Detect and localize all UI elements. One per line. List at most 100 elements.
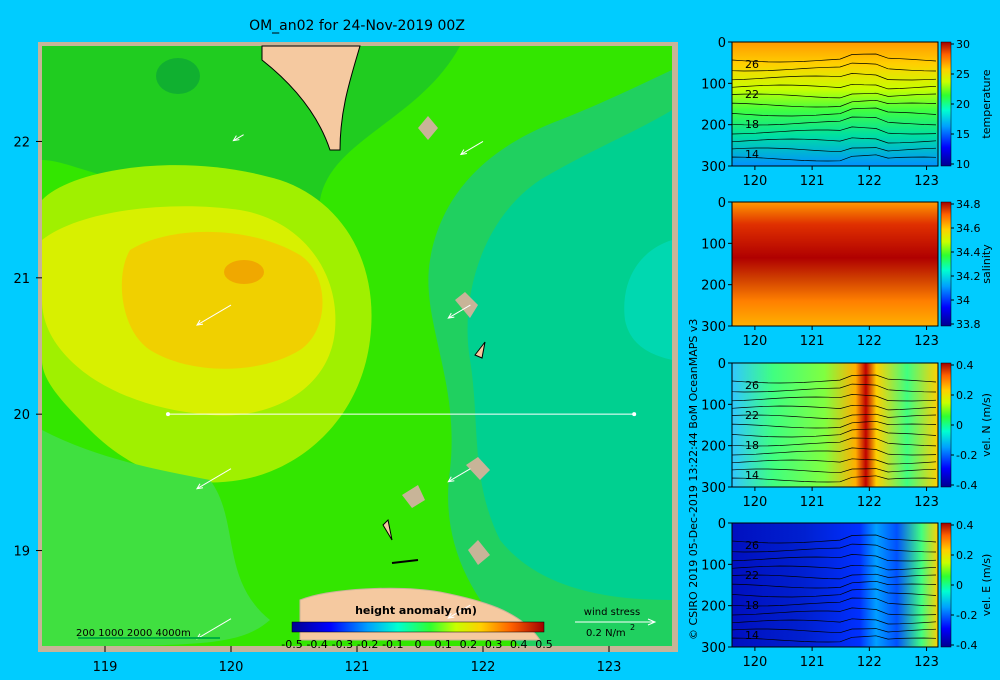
colorbar-tick: 0.3 — [485, 638, 503, 651]
wind-arrows — [196, 134, 484, 640]
wind-legend: wind stress 0.2 N/m 2 — [575, 607, 657, 639]
contour-label: 26 — [745, 379, 759, 392]
wind-arrow — [196, 468, 232, 490]
section-colorbar-tick: 34.8 — [956, 198, 981, 211]
wind-arrow — [459, 141, 484, 156]
section-x-tick: 122 — [857, 334, 882, 349]
section-y-tick: 300 — [701, 320, 726, 335]
contour-label: 26 — [745, 539, 759, 552]
colorbar-tick: 0 — [415, 638, 422, 651]
island — [466, 457, 490, 480]
section-colorbar-tick: 0.4 — [956, 359, 974, 372]
section-panel: 26 22 18 14 0 100 200 300 120 121 122 123 0.4 0.2 0 -0.… — [701, 517, 993, 670]
section-y-tick: 100 — [701, 77, 726, 92]
contour-label: 26 — [745, 58, 759, 71]
wind-arrow — [232, 134, 244, 142]
section-colorbar-tick: 10 — [956, 158, 970, 171]
section-y-tick: 300 — [701, 641, 726, 656]
section-y-tick: 100 — [701, 237, 726, 252]
section-line — [166, 412, 637, 417]
island — [382, 518, 393, 541]
section-colorbar-tick: 15 — [956, 128, 970, 141]
contour-label: 18 — [745, 599, 759, 612]
map-x-tick: 119 — [93, 660, 118, 675]
section-x-tick: 121 — [800, 655, 825, 670]
section-x-tick: 122 — [857, 174, 882, 189]
credit-text: © CSIRO 2019 05-Dec-2019 13:22:44 BoM Oc… — [687, 319, 700, 640]
wind-legend-exp: 2 — [630, 623, 635, 632]
section-panel: 0 100 200 300 120 121 122 123 34.8 34.6 34.4 34.2 34… — [701, 196, 993, 349]
wind-arrow — [447, 468, 471, 483]
section-x-tick: 122 — [857, 495, 882, 510]
colorbar-tick: -0.2 — [357, 638, 378, 651]
map-y-tick: 19 — [13, 545, 30, 560]
section-colorbar-tick: 25 — [956, 68, 970, 81]
contour-label: 14 — [745, 148, 759, 161]
section-x-tick: 122 — [857, 655, 882, 670]
land-taiwan — [261, 45, 361, 151]
contour-label: 14 — [745, 469, 759, 482]
section-label: vel. N (m/s) — [980, 393, 993, 457]
section-y-tick: 0 — [718, 196, 726, 211]
section-colorbar-tick: 34.6 — [956, 222, 981, 235]
section-y-tick: 0 — [718, 357, 726, 372]
section-y-tick: 0 — [718, 36, 726, 51]
island — [468, 540, 490, 565]
colorbar-tick: 0.1 — [434, 638, 452, 651]
section-colorbar-tick: -0.2 — [956, 449, 977, 462]
map-title: OM_an02 for 24-Nov-2019 00Z — [249, 18, 465, 34]
section-x-tick: 121 — [800, 495, 825, 510]
section-colorbar-tick: 34.4 — [956, 246, 981, 259]
section-x-tick: 121 — [800, 334, 825, 349]
section-colorbar-tick: 0.4 — [956, 519, 974, 532]
colorbar-tick: 0.5 — [535, 638, 553, 651]
section-x-tick: 123 — [914, 655, 939, 670]
section-colorbar-tick: -0.4 — [956, 479, 977, 492]
section-colorbar-tick: 0 — [956, 419, 963, 432]
section-colorbar-tick: 0.2 — [956, 549, 974, 562]
section-colorbar-tick: -0.2 — [956, 609, 977, 622]
map-x-tick: 121 — [345, 660, 370, 675]
section-colorbar-tick: -0.4 — [956, 639, 977, 652]
section-colorbar-tick: 33.8 — [956, 318, 981, 331]
colorbar-tick: -0.5 — [281, 638, 302, 651]
map-y-tick: 20 — [13, 408, 30, 423]
map-y-axis: 22 21 20 19 — [13, 135, 42, 560]
section-y-tick: 300 — [701, 160, 726, 175]
section-x-tick: 123 — [914, 495, 939, 510]
section-x-tick: 123 — [914, 174, 939, 189]
map-x-tick: 120 — [219, 660, 244, 675]
map-x-tick: 123 — [597, 660, 622, 675]
island — [474, 341, 486, 359]
wind-arrow — [447, 304, 471, 319]
section-colorbar-tick: 34 — [956, 294, 970, 307]
contour-label: 18 — [745, 439, 759, 452]
depth-legend: 200 1000 2000 4000m — [76, 628, 191, 639]
colorbar-tick: -0.3 — [332, 638, 353, 651]
section-colorbar-tick: 0 — [956, 579, 963, 592]
section-x-tick: 120 — [742, 495, 767, 510]
section-y-tick: 200 — [701, 440, 726, 455]
map-x-axis: 119 120 121 122 123 — [93, 646, 622, 675]
section-y-tick: 200 — [701, 119, 726, 134]
island — [418, 116, 438, 140]
contour-label: 22 — [745, 569, 759, 582]
island — [402, 485, 425, 508]
colorbar-tick: -0.1 — [382, 638, 403, 651]
height-colorbar: height anomaly (m) -0.5 -0.4 -0.3 -0.2 -0.1 0… — [281, 604, 552, 651]
section-colorbar-tick: 30 — [956, 38, 970, 51]
section-y-tick: 100 — [701, 558, 726, 573]
colorbar-tick: 0.2 — [460, 638, 478, 651]
wind-arrow — [447, 604, 471, 619]
section-label: vel. E (m/s) — [980, 554, 993, 617]
section-colorbar-tick: 0.2 — [956, 389, 974, 402]
section-label: salinity — [980, 244, 993, 284]
section-x-tick: 121 — [800, 174, 825, 189]
section-y-tick: 0 — [718, 517, 726, 532]
map-y-tick: 22 — [13, 135, 30, 150]
section-x-tick: 120 — [742, 655, 767, 670]
section-y-tick: 200 — [701, 279, 726, 294]
contour-label: 22 — [745, 88, 759, 101]
section-label: temperature — [980, 69, 993, 138]
